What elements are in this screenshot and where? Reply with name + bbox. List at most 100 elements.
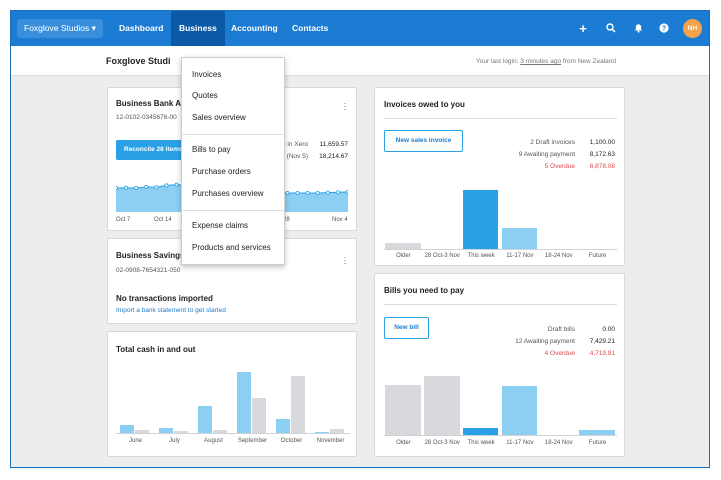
bank-balance-point [285, 190, 290, 195]
divider [384, 118, 617, 119]
divider [384, 304, 617, 305]
cash-month-label: November [316, 438, 345, 444]
stat-value: 6,878.08 [589, 163, 615, 170]
cash-in-bar [198, 406, 212, 434]
last-login-link[interactable]: 3 minutes ago [520, 58, 562, 65]
nav-business[interactable]: Business [171, 11, 225, 46]
new-bill-button[interactable]: New bill [384, 317, 429, 339]
cash-chart [116, 372, 350, 434]
bank-x-label: Nov 4 [332, 217, 348, 223]
bell-icon[interactable] [631, 11, 645, 46]
x-label: Future [588, 440, 607, 446]
nav-accounting[interactable]: Accounting [231, 23, 278, 33]
cash-x-axis: June July August September October November [116, 438, 350, 448]
kebab-menu-icon[interactable]: · · · [343, 98, 347, 114]
cash-out-bar [213, 430, 227, 434]
baseline [384, 435, 617, 436]
bar [462, 190, 499, 250]
cash-month-label: June [128, 438, 142, 444]
bank-balance-point [164, 183, 169, 188]
bank-balance-point [144, 184, 149, 189]
stat-label: 5 Overdue [544, 163, 575, 170]
search-icon[interactable] [604, 11, 618, 46]
menu-separator [182, 210, 284, 211]
cash-out-bar [174, 430, 188, 434]
stat-row: 12 Awaiting payment 7,429.21 [515, 338, 615, 345]
menu-item-sales-overview[interactable]: Sales overview [192, 113, 246, 122]
bills-card: Bills you need to pay New bill Older 28 O… [374, 273, 625, 457]
stat-value: 7,429.21 [589, 338, 615, 345]
bank-balance-point [134, 186, 139, 191]
new-sales-invoice-button[interactable]: New sales invoice [384, 130, 463, 152]
bank-balance-point [124, 185, 129, 190]
menu-item-bills-to-pay[interactable]: Bills to pay [192, 145, 231, 154]
bills-title: Bills you need to pay [384, 286, 465, 295]
x-label: 11-17 Nov [506, 253, 534, 259]
bank-account-number: 12-0102-0345678-00 [116, 114, 177, 121]
x-label: Older [396, 440, 411, 446]
stat-value: 4,719.91 [589, 350, 615, 357]
menu-item-quotes[interactable]: Quotes [192, 91, 218, 100]
nav-dashboard[interactable]: Dashboard [119, 23, 164, 33]
cash-in-bar [120, 424, 134, 434]
bank-balance-point [305, 190, 310, 195]
bar [385, 242, 421, 250]
bank-balance-point [315, 190, 320, 195]
bank-balance-point [174, 182, 179, 187]
svg-text:?: ? [662, 26, 666, 33]
bills-x-axis: Older 28 Oct-3 Nov This week 11-17 Nov 18-24… [384, 440, 617, 450]
invoices-x-axis: Older 28 Oct-3 Nov This week 11-17 Nov 18-24… [384, 253, 617, 263]
bank-x-label: Oct 14 [154, 217, 172, 223]
bank-x-label: Oct 7 [116, 217, 131, 223]
stat-row: 2 Draft invoices 1,100.00 [530, 139, 615, 146]
stat-row: Draft bills 0.00 [548, 326, 615, 333]
stat-row: 5 Overdue 6,878.08 [545, 163, 615, 170]
savings-account-title[interactable]: Business Savings Account [116, 251, 219, 260]
menu-item-expense-claims[interactable]: Expense claims [192, 221, 249, 230]
nav-contacts[interactable]: Contacts [292, 23, 329, 33]
org-switcher[interactable]: Foxglove Studios ▾ [17, 19, 103, 38]
app-window: Foxglove Studios ▾ Dashboard Business Ac… [10, 10, 710, 468]
cash-baseline [116, 433, 350, 434]
menu-item-purchases-overview[interactable]: Purchases overview [192, 189, 264, 198]
cash-in-bar [159, 428, 173, 434]
stat-row: 9 Awaiting payment 8,172.63 [519, 151, 615, 158]
bar [385, 385, 421, 436]
bank-balance-point [325, 190, 330, 195]
cash-in-bar [237, 372, 251, 434]
menu-item-invoices[interactable]: Invoices [192, 70, 222, 79]
stat-label: 4 Overdue [544, 350, 575, 357]
menu-item-products-and-services[interactable]: Products and services [192, 243, 271, 252]
cash-out-bar [252, 398, 266, 434]
x-label: Older [396, 253, 411, 259]
bank-account-title[interactable]: Business Bank Account [116, 99, 208, 108]
cash-in-bar [276, 418, 290, 434]
stat-value: 8,172.63 [589, 151, 615, 158]
x-label: 18-24 Nov [544, 440, 573, 446]
cash-month-label: October [280, 438, 303, 444]
bar [579, 430, 615, 436]
cash-out-bar [135, 430, 149, 434]
last-login-suffix: from New Zealand [561, 58, 616, 65]
bank-balance-point [295, 190, 300, 195]
x-label: Future [588, 253, 607, 259]
cash-month-label: August [204, 438, 223, 444]
bank-balance-point [116, 186, 118, 191]
plus-icon[interactable]: + [579, 21, 587, 36]
menu-separator [182, 134, 284, 135]
total-cash-title: Total cash in and out [116, 345, 196, 354]
last-login-prefix: Your last login: [476, 58, 521, 65]
balance-value: 11,659.57 [319, 141, 348, 148]
cash-month-label: July [169, 438, 180, 444]
kebab-menu-icon[interactable]: · · · [343, 252, 347, 268]
x-label: This week [467, 440, 495, 446]
avatar[interactable]: NH [683, 19, 702, 38]
total-cash-card: Total cash in and out June July August Sept… [107, 331, 357, 457]
stat-value: 1,100.00 [589, 139, 615, 146]
import-statement-link[interactable]: Import a bank statement to get started [116, 307, 226, 314]
bar [501, 228, 538, 250]
help-icon[interactable]: ? [657, 11, 671, 46]
cash-in-bar [315, 431, 329, 434]
last-login: Your last login: 3 minutes ago from New … [476, 58, 616, 65]
menu-item-purchase-orders[interactable]: Purchase orders [192, 167, 251, 176]
